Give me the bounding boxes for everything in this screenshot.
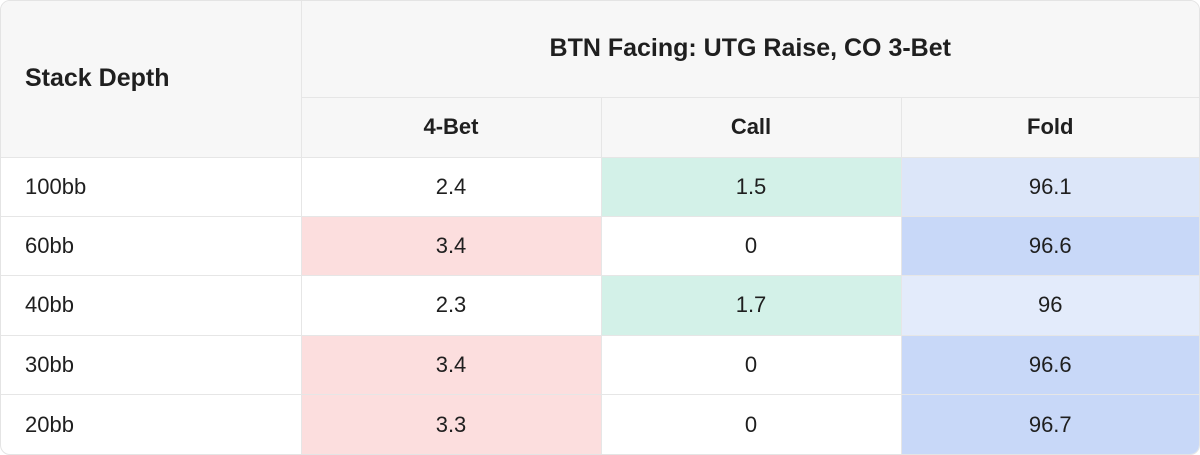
table-row: 60bb 3.4 0 96.6 xyxy=(1,216,1199,277)
row-label: 100bb xyxy=(1,157,302,217)
cell-4-bet: 2.3 xyxy=(301,275,602,336)
column-header-4-bet: 4-Bet xyxy=(301,97,602,158)
cell-4-bet: 3.4 xyxy=(301,335,602,396)
row-label: 20bb xyxy=(1,394,302,454)
table-row: 30bb 3.4 0 96.6 xyxy=(1,335,1199,396)
cell-fold: 96.6 xyxy=(901,335,1199,396)
cell-call: 1.5 xyxy=(601,157,902,217)
row-label: 60bb xyxy=(1,216,302,277)
cell-call: 1.7 xyxy=(601,275,902,336)
stack-depth-header: Stack Depth xyxy=(1,1,302,158)
cell-fold: 96.7 xyxy=(901,394,1199,454)
cell-call: 0 xyxy=(601,335,902,396)
cell-call: 0 xyxy=(601,216,902,277)
cell-call: 0 xyxy=(601,394,902,454)
cell-4-bet: 3.3 xyxy=(301,394,602,454)
column-header-fold: Fold xyxy=(901,97,1199,158)
table-row: 20bb 3.3 0 96.7 xyxy=(1,394,1199,454)
column-header-call: Call xyxy=(601,97,902,158)
group-header: BTN Facing: UTG Raise, CO 3-Bet xyxy=(301,1,1199,98)
table-row: 100bb 2.4 1.5 96.1 xyxy=(1,157,1199,217)
row-label: 40bb xyxy=(1,275,302,336)
cell-4-bet: 2.4 xyxy=(301,157,602,217)
cell-fold: 96.6 xyxy=(901,216,1199,277)
cell-fold: 96 xyxy=(901,275,1199,336)
row-label: 30bb xyxy=(1,335,302,396)
cell-4-bet: 3.4 xyxy=(301,216,602,277)
cell-fold: 96.1 xyxy=(901,157,1199,217)
table-row: 40bb 2.3 1.7 96 xyxy=(1,275,1199,336)
